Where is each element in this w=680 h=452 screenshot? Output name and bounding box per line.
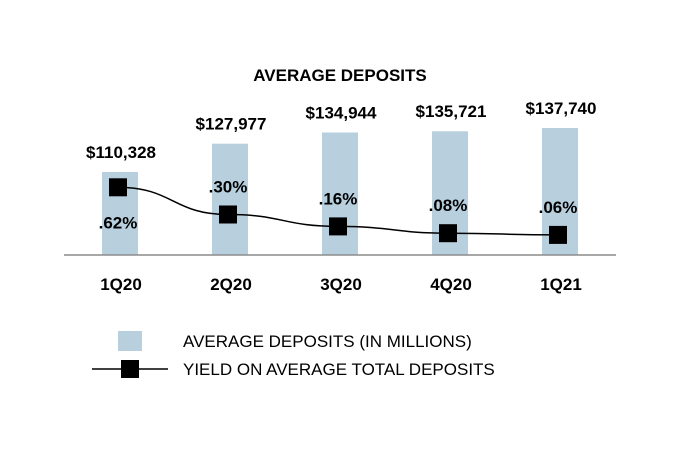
bar-value-label-3q20: $134,944: [306, 103, 377, 122]
category-label-4q20: 4Q20: [430, 275, 472, 294]
category-labels: 1Q20 2Q20 3Q20 4Q20 1Q21: [100, 275, 582, 294]
bar-value-label-4q20: $135,721: [416, 102, 487, 121]
category-label-1q20: 1Q20: [100, 275, 142, 294]
legend: AVERAGE DEPOSITS (IN MILLIONS) YIELD ON …: [92, 331, 495, 379]
yield-marker-2q20: [219, 205, 237, 224]
legend-label-deposits: AVERAGE DEPOSITS (IN MILLIONS): [183, 332, 472, 351]
bar-value-label-1q20: $110,328: [86, 143, 156, 162]
category-label-1q21: 1Q21: [540, 275, 582, 294]
chart-title: AVERAGE DEPOSITS: [253, 66, 427, 85]
yield-value-label-1q21: .06%: [539, 198, 578, 217]
legend-label-yield: YIELD ON AVERAGE TOTAL DEPOSITS: [183, 360, 495, 379]
legend-marker-yield: [121, 360, 139, 378]
category-label-2q20: 2Q20: [210, 275, 252, 294]
bar-value-label-2q20: $127,977: [196, 115, 267, 134]
yield-marker-4q20: [439, 224, 457, 243]
yield-value-label-3q20: .16%: [319, 189, 358, 208]
yield-marker-1q20: [109, 178, 127, 197]
legend-swatch-deposits: [118, 331, 142, 351]
bar-2q20: [212, 143, 248, 255]
yield-marker-1q21: [549, 225, 567, 244]
category-label-3q20: 3Q20: [320, 275, 362, 294]
bar-value-labels: $110,328 $127,977 $134,944 $135,721 $137,740: [86, 99, 596, 162]
yield-value-label-4q20: .08%: [429, 196, 468, 215]
yield-marker-3q20: [329, 217, 347, 236]
yield-series: [109, 178, 567, 244]
yield-value-label-2q20: .30%: [209, 178, 248, 197]
yield-value-label-1q20: .62%: [99, 213, 138, 232]
bar-value-label-1q21: $137,740: [526, 99, 597, 118]
yield-value-labels: .62% .30% .16% .08% .06%: [99, 178, 578, 233]
